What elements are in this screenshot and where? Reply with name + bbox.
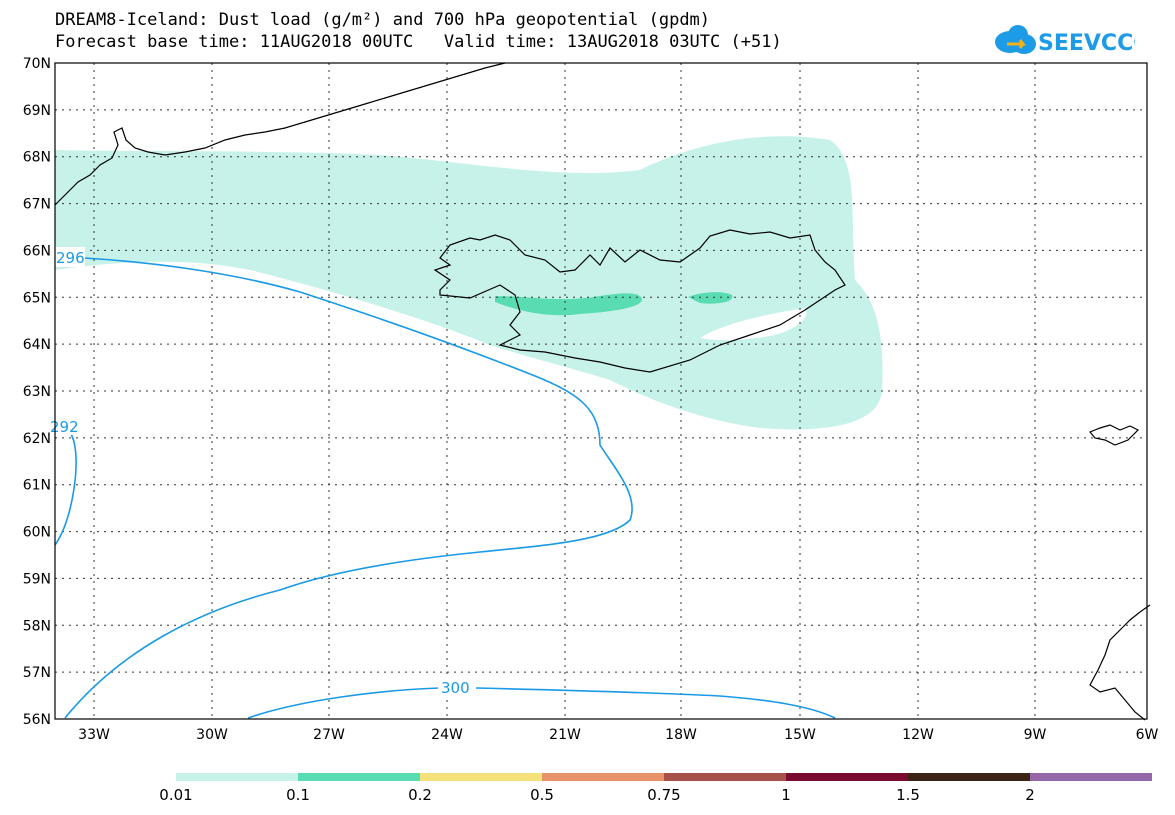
contour-300: [247, 687, 836, 719]
logo-text: SEEVCCC: [1038, 31, 1135, 56]
colorbar: 0.01 0.1 0.2 0.5 0.75 1 1.5 2: [159, 773, 1152, 804]
chart-title: DREAM8-Iceland: Dust load (g/m²) and 700…: [55, 10, 711, 30]
colorbar-swatch: [1030, 773, 1152, 781]
lat-tick-label: 60N: [23, 525, 51, 541]
colorbar-label: 0.5: [530, 786, 554, 804]
dust-area-mid-east: [688, 292, 733, 304]
lat-tick-label: 59N: [23, 571, 51, 587]
gridlines: [55, 63, 1147, 719]
iceland-coast: [433, 229, 846, 373]
colorbar-label: 0.2: [408, 786, 432, 804]
contour-296: [64, 257, 633, 719]
lon-tick-label: 12W: [902, 727, 934, 743]
geopotential-contours: [54, 257, 836, 719]
lat-tick-label: 61N: [23, 478, 51, 494]
lat-tick-label: 70N: [23, 56, 51, 72]
chart-subtitle: Forecast base time: 11AUG2018 00UTC Vali…: [55, 32, 782, 52]
colorbar-label: 0.75: [647, 786, 680, 804]
seevccc-logo: SEEVCCC: [995, 25, 1135, 56]
lon-tick-label: 30W: [196, 727, 228, 743]
lat-tick-label: 56N: [23, 712, 51, 728]
contour-label-300: 300: [441, 679, 470, 697]
contour-292: [54, 429, 77, 546]
colorbar-label: 0.1: [286, 786, 310, 804]
contour-label-296: 296: [56, 249, 85, 267]
dust-area-clear: [700, 308, 807, 341]
lon-tick-label: 27W: [313, 727, 345, 743]
lon-tick-label: 24W: [431, 727, 463, 743]
colorbar-swatch: [298, 773, 420, 781]
scotland-coast: [1089, 604, 1151, 721]
lat-tick-label: 63N: [23, 384, 51, 400]
colorbar-swatch: [908, 773, 1030, 781]
colorbar-label: 1: [781, 786, 791, 804]
colorbar-label: 2: [1025, 786, 1035, 804]
lon-tick-label: 6W: [1136, 727, 1159, 743]
coastlines: [54, 62, 1151, 721]
faroe-islands: [1089, 424, 1140, 446]
colorbar-swatch: [664, 773, 786, 781]
lat-tick-label: 68N: [23, 150, 51, 166]
lon-tick-label: 33W: [78, 727, 110, 743]
colorbar-label: 0.01: [159, 786, 192, 804]
colorbar-swatch: [542, 773, 664, 781]
dust-load-layer: [55, 136, 883, 430]
lat-tick-label: 65N: [23, 290, 51, 306]
colorbar-swatch: [420, 773, 542, 781]
colorbar-label: 1.5: [896, 786, 920, 804]
cloud-icon: [995, 25, 1036, 54]
lon-tick-label: 15W: [784, 727, 816, 743]
contour-label-292: 292: [50, 418, 79, 436]
lat-tick-label: 69N: [23, 103, 51, 119]
lon-tick-label: 21W: [549, 727, 581, 743]
longitude-axis: 33W 30W 27W 24W 21W 18W 15W 12W 9W 6W: [78, 727, 1158, 743]
lat-tick-label: 57N: [23, 665, 51, 681]
lat-tick-label: 67N: [23, 197, 51, 213]
lat-tick-label: 64N: [23, 337, 51, 353]
greenland-coast: [54, 62, 506, 206]
lat-tick-label: 66N: [23, 243, 51, 259]
map-frame: [54, 62, 1148, 720]
lat-tick-label: 58N: [23, 618, 51, 634]
lat-tick-label: 62N: [23, 431, 51, 447]
colorbar-swatch: [786, 773, 908, 781]
dust-area-low: [55, 136, 883, 430]
latitude-axis: 70N 69N 68N 67N 66N 65N 64N 63N 62N 61N 60N 59N 58N 5…: [23, 56, 51, 728]
dust-area-mid-west: [495, 293, 642, 316]
colorbar-swatch: [176, 773, 298, 781]
lon-tick-label: 9W: [1024, 727, 1047, 743]
lon-tick-label: 18W: [665, 727, 697, 743]
